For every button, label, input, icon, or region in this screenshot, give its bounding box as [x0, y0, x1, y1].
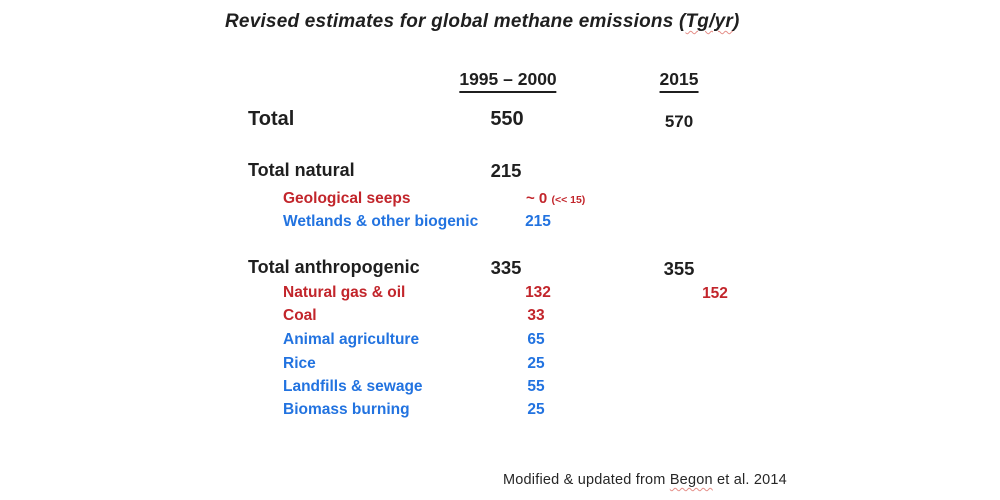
value-total-anthropogenic-col1: 335: [490, 257, 522, 278]
value-total-natural-col1: 215: [490, 160, 522, 181]
value-landfills-sewage-col1: 55: [527, 378, 545, 395]
row-label-total-anthropogenic: Total anthropogenic: [248, 257, 420, 277]
slide-title: Revised estimates for global methane emi…: [225, 11, 739, 33]
geological-seeps-note: (<< 15): [551, 194, 586, 206]
source-note-prefix: Modified & updated from: [503, 472, 670, 488]
value-geological-seeps-col1: ~ 0 (<< 15): [526, 190, 585, 207]
value-biomass-burning-col1: 25: [527, 401, 545, 418]
value-animal-agriculture-col1: 65: [527, 331, 545, 348]
row-label-total-natural: Total natural: [248, 160, 355, 180]
value-total-anthropogenic-col2: 355: [663, 258, 695, 279]
source-note-suffix: et al. 2014: [712, 472, 787, 488]
column-header-2015: 2015: [659, 69, 699, 93]
row-label-geological-seeps: Geological seeps: [283, 190, 411, 207]
row-label-animal-agriculture: Animal agriculture: [283, 331, 420, 348]
title-text: Revised estimates for global methane emi…: [225, 11, 686, 32]
row-label-biomass-burning: Biomass burning: [283, 401, 410, 418]
title-unit: Tg/yr: [685, 11, 733, 32]
row-label-rice: Rice: [283, 355, 316, 372]
value-coal-col1: 33: [527, 307, 545, 324]
value-rice-col1: 25: [527, 355, 545, 372]
value-wetlands-biogenic-col1: 215: [525, 213, 551, 230]
row-label-natural-gas-oil: Natural gas & oil: [283, 284, 406, 301]
row-label-wetlands-biogenic: Wetlands & other biogenic: [283, 213, 479, 230]
geological-seeps-approx-value: ~ 0: [526, 190, 548, 207]
source-note-author: Begon: [669, 472, 713, 488]
source-note: Modified & updated from Begon et al. 201…: [503, 472, 787, 488]
row-label-total: Total: [248, 108, 295, 130]
row-label-coal: Coal: [283, 307, 317, 324]
value-total-col2: 570: [664, 112, 694, 131]
row-label-landfills-sewage: Landfills & sewage: [283, 378, 423, 395]
value-total-col1: 550: [490, 108, 524, 130]
value-natural-gas-oil-col1: 132: [525, 284, 551, 301]
column-header-1995-2000: 1995 – 2000: [459, 69, 557, 93]
value-natural-gas-oil-col2: 152: [702, 285, 728, 302]
title-close: ): [732, 11, 740, 32]
